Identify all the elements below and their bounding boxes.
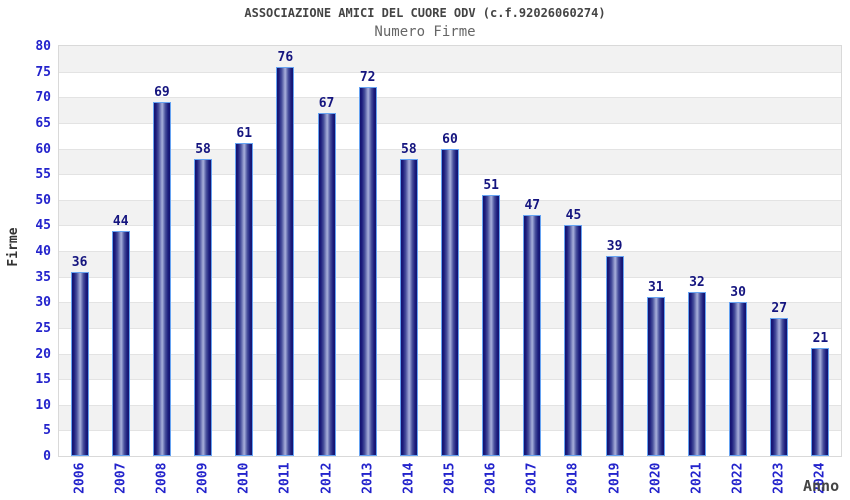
y-tick-label: 70 [35, 90, 51, 106]
bar [646, 297, 665, 456]
plot-band [59, 122, 841, 149]
gridline [59, 122, 841, 124]
x-tick-label: 2023 [771, 462, 787, 494]
x-tick-label: 2011 [277, 462, 293, 494]
bar-value-label: 44 [112, 213, 129, 229]
y-tick-label: 45 [35, 218, 51, 234]
y-tick-label: 25 [35, 320, 51, 336]
bar-value-label: 45 [565, 208, 582, 224]
bar [111, 230, 130, 456]
y-tick-label: 0 [43, 449, 51, 464]
x-tick-label: 2018 [565, 462, 581, 494]
bar [194, 158, 213, 456]
plot-area: 36 44 69 58 61 76 67 72 58 60 51 47 45 39 31 32 30 27 21 [58, 45, 842, 457]
y-tick-label: 10 [35, 397, 51, 413]
x-tick-label: 2012 [319, 462, 335, 494]
x-tick-label: 2007 [113, 462, 129, 494]
gridline [59, 71, 841, 73]
gridline [59, 97, 841, 99]
bar [523, 215, 542, 456]
x-tick-label: 2016 [483, 462, 499, 494]
bar-value-label: 67 [318, 95, 335, 111]
x-tick-label: 2022 [730, 462, 746, 494]
bar-value-label: 69 [154, 85, 170, 101]
bar [152, 102, 171, 456]
bar-value-label: 58 [195, 141, 211, 157]
plot-band [59, 46, 841, 72]
y-tick-label: 35 [35, 269, 51, 285]
x-tick-label: 2015 [442, 462, 458, 494]
x-tick-label: 2008 [154, 462, 170, 494]
y-tick-label: 40 [35, 244, 51, 259]
bar-value-label: 72 [359, 70, 376, 85]
bar-value-label: 61 [236, 126, 253, 142]
bar [770, 317, 789, 456]
y-tick-label: 30 [35, 295, 51, 311]
bar-value-label: 39 [606, 239, 623, 255]
x-tick-label: 2010 [236, 462, 252, 494]
x-tick-label: 2021 [689, 462, 705, 494]
x-tick-label: 2013 [360, 462, 376, 494]
bar [687, 292, 706, 456]
y-tick-label: 75 [35, 64, 51, 80]
bar-value-label: 31 [647, 280, 664, 296]
bar-value-label: 51 [483, 177, 499, 193]
chart-subtitle: Numero Firme [374, 24, 476, 40]
bar [564, 225, 583, 456]
x-tick-label: 2014 [401, 462, 417, 494]
x-axis-title: Anno [803, 477, 840, 495]
y-tick-label: 5 [43, 423, 51, 439]
bar-value-label: 47 [524, 198, 541, 214]
plot-band [59, 97, 841, 123]
chart-title: ASSOCIAZIONE AMICI DEL CUORE ODV (c.f.92… [244, 6, 606, 20]
bar-value-label: 30 [730, 285, 746, 301]
bar [482, 194, 501, 456]
x-tick-label: 2020 [648, 462, 664, 494]
y-tick-label: 20 [35, 346, 51, 362]
bar [358, 87, 377, 456]
bar [235, 143, 254, 456]
bar-value-label: 27 [771, 300, 788, 316]
y-tick-label: 60 [35, 141, 51, 157]
bar [70, 271, 89, 456]
x-tick-label: 2006 [72, 462, 88, 494]
y-tick-label: 80 [35, 39, 51, 54]
bar [811, 348, 830, 456]
y-tick-label: 65 [35, 115, 51, 131]
bar [276, 66, 295, 456]
y-tick-label: 50 [35, 192, 51, 208]
bar [317, 112, 336, 456]
x-tick-label: 2009 [195, 462, 211, 494]
x-tick-label: 2019 [607, 462, 623, 494]
bar [729, 302, 748, 456]
bar-value-label: 36 [71, 254, 88, 270]
bar-value-label: 32 [689, 275, 705, 290]
bar-value-label: 58 [401, 141, 417, 157]
bar [441, 148, 459, 456]
bar [605, 256, 624, 456]
y-tick-label: 55 [35, 167, 51, 183]
x-tick-label: 2017 [524, 462, 540, 494]
bar-value-label: 60 [442, 131, 458, 147]
y-tick-label: 15 [35, 372, 51, 388]
bar [399, 158, 418, 456]
bar-value-label: 21 [812, 331, 829, 347]
plot-band [59, 71, 841, 98]
bar-value-label: 76 [277, 49, 294, 65]
